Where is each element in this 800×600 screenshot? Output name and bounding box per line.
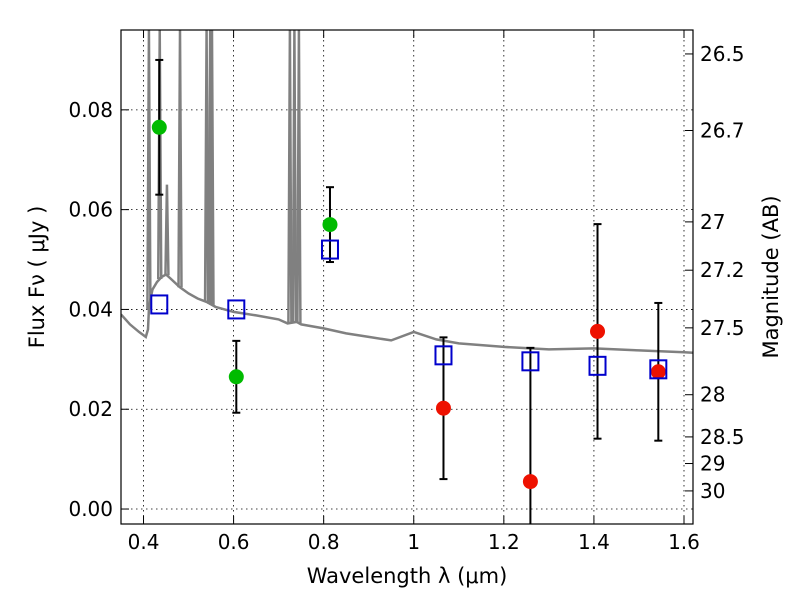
plot-frame [120,29,694,525]
data-point-green [151,119,167,135]
data-point-blue-square [150,294,169,315]
mag-tick-label: 26.7 [700,119,745,143]
emission-line [203,30,210,302]
emission-line [287,30,293,324]
emission-line [209,30,215,305]
axis-ticks: 0.4 0.6 0.8 1 1.2 1.4 1.6 0.00 0.02 0.04 0.06 0.08 2… [68,30,745,554]
data-point-blue-square [320,239,339,260]
x-tick-label: 1.4 [578,530,610,554]
y-tick-label: 0.04 [68,297,113,321]
y-axis-right-label: Magnitude (AB) [759,195,783,358]
x-tick-label: 1.2 [488,530,520,554]
x-tick-label: 0.6 [218,530,250,554]
data-point-blue-square [434,345,453,366]
data-point-red [435,400,451,416]
y-axis-label: Flux Fν ( μJy ) [25,206,49,349]
data-point-red [650,364,666,380]
data-point-blue-square [649,359,668,380]
mag-tick-label: 30 [700,479,725,503]
emission-line [296,30,302,324]
model-spectrum [121,30,693,355]
y-tick-label: 0.00 [68,497,113,521]
data-point-blue-square [588,355,607,376]
mag-tick-label: 27.2 [700,258,745,282]
error-bars [155,58,663,524]
mag-tick-label: 26.5 [700,42,745,66]
emission-line [156,30,163,280]
data-point-red [590,323,606,339]
x-tick-label: 0.4 [128,530,160,554]
y-tick-label: 0.08 [68,98,113,122]
data-point-red [522,474,538,490]
y-tick-label: 0.06 [68,198,113,222]
x-tick-label: 1 [407,530,420,554]
emission-line [164,184,170,276]
x-axis-label: Wavelength λ (μm) [307,564,508,588]
x-tick-label: 1.6 [668,530,700,554]
grid-lines [121,30,693,524]
mag-tick-label: 27 [700,210,725,234]
data-point-blue-square [227,299,246,320]
mag-tick-label: 28.5 [700,425,745,449]
y-tick-label: 0.02 [68,397,113,421]
emission-line [291,30,298,323]
emission-line [146,30,152,310]
mag-tick-label: 28 [700,383,725,407]
data-point-green [322,217,338,233]
mag-tick-label: 29 [700,452,725,476]
emission-line [177,30,183,288]
data-point-green [228,369,244,385]
data-point-blue-square [521,351,540,372]
data-markers [150,119,668,490]
x-tick-label: 0.8 [308,530,340,554]
mag-tick-label: 27.5 [700,316,745,340]
